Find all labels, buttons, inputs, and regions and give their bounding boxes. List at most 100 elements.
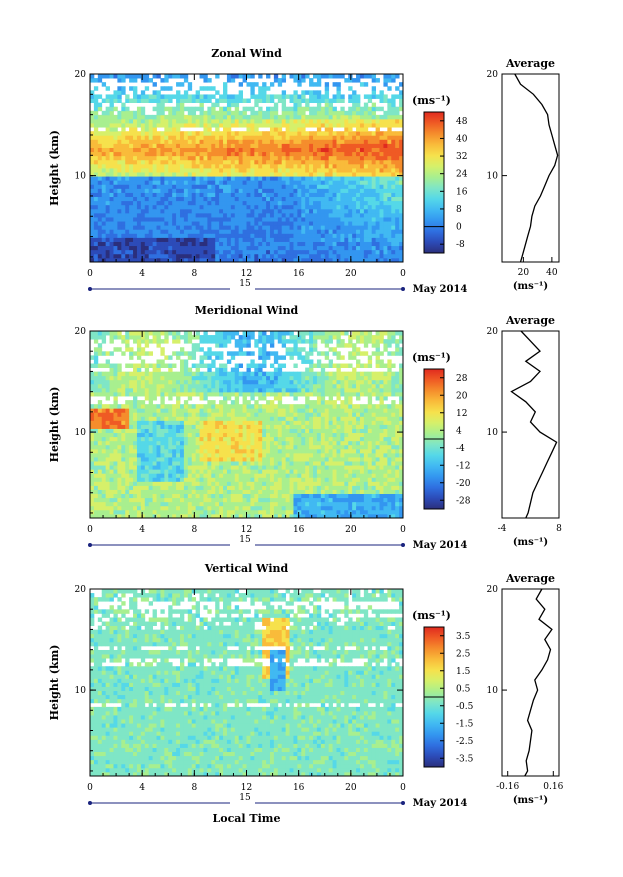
heatmap-cell	[380, 188, 384, 192]
heatmap-cell	[270, 485, 274, 489]
heatmap-cell	[352, 168, 356, 172]
heatmap-cell	[391, 453, 395, 457]
heatmap-cell	[325, 473, 329, 477]
heatmap-cell	[309, 205, 313, 209]
heatmap-cell	[98, 229, 102, 233]
heatmap-cell	[360, 469, 364, 473]
heatmap-cell	[164, 242, 168, 246]
heatmap-cell	[293, 461, 297, 465]
heatmap-cell	[149, 250, 153, 254]
heatmap-cell	[352, 107, 356, 111]
heatmap-cell	[380, 205, 384, 209]
heatmap-cell	[192, 213, 196, 217]
heatmap-cell	[90, 445, 94, 449]
heatmap-cell	[172, 490, 176, 494]
heatmap-cell	[207, 209, 211, 213]
heatmap-cell	[203, 176, 207, 180]
heatmap-cell	[250, 242, 254, 246]
heatmap-cell	[270, 127, 274, 131]
heatmap-cell	[168, 473, 172, 477]
heatmap-cell	[219, 213, 223, 217]
heatmap-cell	[102, 82, 106, 86]
heatmap-cell	[293, 107, 297, 111]
heatmap-cell	[227, 229, 231, 233]
heatmap-cell	[387, 103, 391, 107]
heatmap-cell	[200, 217, 204, 221]
heatmap-cell	[360, 453, 364, 457]
heatmap-cell	[113, 168, 117, 172]
heatmap-cell	[200, 201, 204, 205]
heatmap-cell	[274, 510, 278, 514]
heatmap-cell	[94, 485, 98, 489]
heatmap-cell	[149, 123, 153, 127]
heatmap-cell	[200, 229, 204, 233]
heatmap-cell	[376, 164, 380, 168]
heatmap-cell	[293, 441, 297, 445]
heatmap-cell	[286, 510, 290, 514]
heatmap-cell	[270, 119, 274, 123]
heatmap-cell	[215, 510, 219, 514]
heatmap-cell	[227, 221, 231, 225]
heatmap-cell	[301, 461, 305, 465]
heatmap-cell	[149, 461, 153, 465]
heatmap-cell	[110, 172, 114, 176]
heatmap-cell	[196, 209, 200, 213]
heatmap-cell	[121, 490, 125, 494]
heatmap-cell	[211, 143, 215, 147]
heatmap-cell	[149, 131, 153, 135]
heatmap-cell	[141, 233, 145, 237]
heatmap-cell	[192, 143, 196, 147]
heatmap-cell	[110, 184, 114, 188]
heatmap-cell	[153, 502, 157, 506]
heatmap-cell	[90, 217, 94, 221]
heatmap-cell	[98, 469, 102, 473]
heatmap-cell	[344, 213, 348, 217]
heatmap-cell	[184, 160, 188, 164]
heatmap-cell	[117, 213, 121, 217]
heatmap-cell	[325, 250, 329, 254]
heatmap-cell	[391, 246, 395, 250]
heatmap-cell	[383, 82, 387, 86]
heatmap-cell	[117, 160, 121, 164]
heatmap-cell	[176, 115, 180, 119]
heatmap-cell	[282, 254, 286, 258]
heatmap-cell	[145, 485, 149, 489]
heatmap-cell	[391, 160, 395, 164]
heatmap-cell	[98, 498, 102, 502]
heatmap-cell	[219, 441, 223, 445]
heatmap-cell	[317, 449, 321, 453]
heatmap-cell	[282, 168, 286, 172]
heatmap-cell	[94, 213, 98, 217]
heatmap-cell	[266, 209, 270, 213]
heatmap-cell	[110, 176, 114, 180]
heatmap-cell	[164, 172, 168, 176]
heatmap-cell	[376, 465, 380, 469]
heatmap-cell	[227, 176, 231, 180]
heatmap-cell	[207, 176, 211, 180]
heatmap-cell	[301, 156, 305, 160]
heatmap-cell	[383, 78, 387, 82]
heatmap-cell	[188, 184, 192, 188]
heatmap-cell	[395, 502, 399, 506]
heatmap-cell	[309, 82, 313, 86]
heatmap-cell	[376, 461, 380, 465]
heatmap-cell	[94, 94, 98, 98]
heatmap-cell	[176, 193, 180, 197]
heatmap-cell	[278, 193, 282, 197]
heatmap-cell	[235, 168, 239, 172]
heatmap-cell	[360, 242, 364, 246]
heatmap-cell	[106, 197, 110, 201]
heatmap-cell	[223, 445, 227, 449]
heatmap-cell	[207, 86, 211, 90]
heatmap-cell	[113, 449, 117, 453]
heatmap-cell	[125, 209, 129, 213]
heatmap-cell	[235, 148, 239, 152]
heatmap-cell	[223, 437, 227, 441]
heatmap-cell	[387, 74, 391, 78]
heatmap-cell	[274, 176, 278, 180]
heatmap-cell	[391, 225, 395, 229]
heatmap-cell	[383, 477, 387, 481]
heatmap-cell	[200, 461, 204, 465]
heatmap-cell	[344, 172, 348, 176]
heatmap-cell	[219, 197, 223, 201]
